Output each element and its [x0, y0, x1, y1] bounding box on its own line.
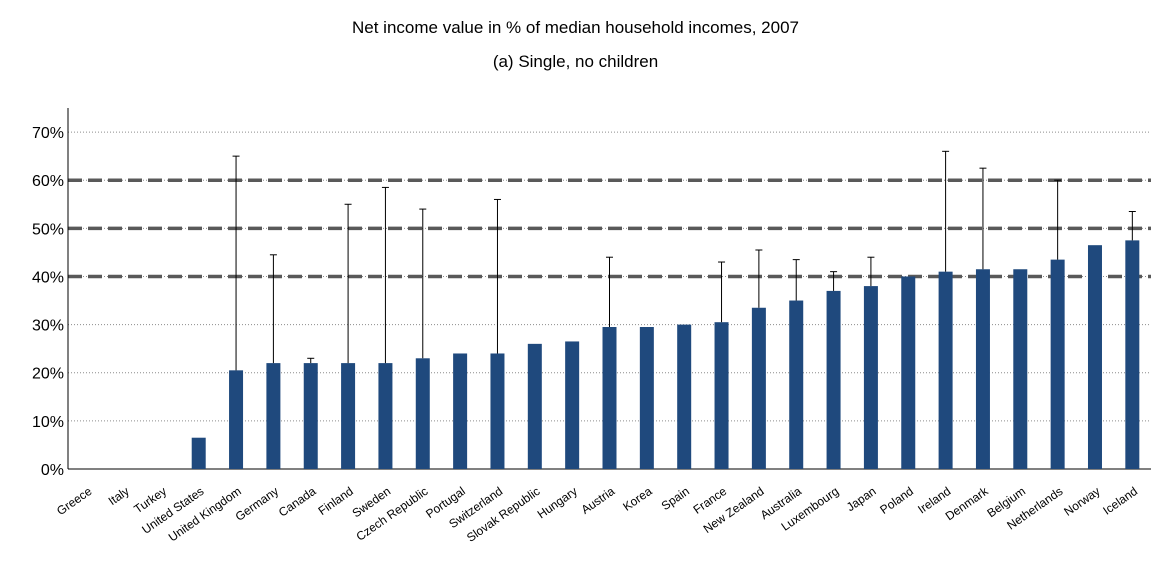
bar	[490, 353, 505, 469]
chart-subtitle: (a) Single, no children	[492, 52, 659, 71]
y-tick-label: 50%	[32, 221, 64, 238]
bar	[303, 363, 318, 469]
x-tick-label: Austria	[579, 484, 618, 517]
bar	[341, 363, 356, 469]
x-tick-label: Hungary	[535, 484, 580, 521]
bar	[602, 327, 617, 469]
bar	[527, 343, 542, 469]
bar	[751, 307, 766, 469]
x-tick-label: Canada	[276, 484, 319, 520]
bar	[714, 322, 729, 469]
y-tick-label: 30%	[32, 318, 64, 335]
x-tick-label: Finland	[316, 484, 356, 518]
bar	[1013, 269, 1028, 469]
bar	[1050, 259, 1065, 469]
bar	[266, 363, 281, 469]
y-tick-label: 40%	[32, 269, 64, 286]
bar	[938, 271, 953, 469]
y-tick-label: 70%	[32, 125, 64, 142]
bar	[191, 437, 206, 469]
bar	[975, 269, 990, 469]
y-tick-label: 10%	[32, 414, 64, 431]
x-tick-label: Denmark	[943, 483, 992, 523]
x-tick-label: Japan	[844, 484, 879, 514]
bar	[677, 324, 692, 469]
bar	[415, 358, 430, 469]
y-tick-label: 20%	[32, 366, 64, 383]
x-tick-label: Italy	[106, 484, 132, 508]
x-tick-label: Iceland	[1100, 484, 1140, 518]
x-tick-label: Poland	[877, 484, 916, 517]
y-tick-label: 60%	[32, 173, 64, 190]
bar	[1125, 240, 1140, 469]
x-tick-label: Korea	[620, 484, 655, 514]
x-tick-label: Greece	[54, 484, 95, 518]
bar	[565, 341, 580, 469]
x-tick-label: Norway	[1061, 484, 1102, 519]
bar	[826, 290, 841, 469]
bar	[1087, 245, 1102, 469]
bar	[639, 327, 654, 469]
y-tick-label: 0%	[41, 462, 64, 479]
bar	[863, 286, 878, 469]
bar	[229, 370, 244, 469]
bar	[789, 300, 804, 469]
chart-title: Net income value in % of median househol…	[352, 18, 799, 37]
bar	[453, 353, 468, 469]
bar	[378, 363, 393, 469]
x-tick-label: Spain	[659, 484, 692, 513]
bar	[901, 276, 916, 469]
